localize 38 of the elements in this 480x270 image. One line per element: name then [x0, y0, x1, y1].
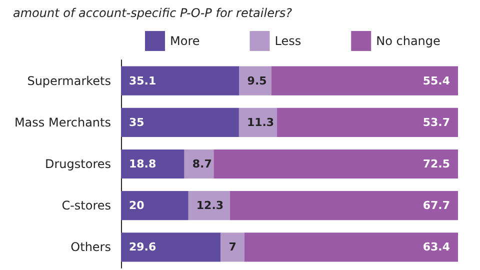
data-label: 7 — [228, 240, 236, 254]
y-tick-label: Mass Merchants — [14, 115, 111, 130]
data-label: 20 — [129, 199, 145, 212]
bar — [239, 66, 272, 96]
data-label: 18.8 — [129, 158, 156, 170]
bar — [271, 66, 458, 96]
bar — [121, 232, 221, 262]
bar — [121, 149, 184, 179]
bar — [188, 191, 230, 220]
data-label: 12.3 — [196, 199, 224, 212]
y-tick-label: C-stores — [62, 198, 111, 213]
data-label: 55.4 — [422, 74, 450, 88]
bar — [220, 232, 244, 262]
bar — [214, 149, 458, 179]
data-label: 29.6 — [129, 240, 156, 254]
y-tick-label: Others — [70, 240, 111, 254]
bar — [121, 191, 188, 220]
y-tick-label: Supermarkets — [27, 74, 111, 88]
data-label: 63.4 — [422, 240, 450, 254]
bar — [238, 108, 278, 137]
data-label: 72.5 — [422, 158, 450, 170]
bar — [121, 108, 239, 137]
data-label: 9.5 — [247, 74, 267, 88]
bar — [277, 108, 458, 137]
data-label: 8.7 — [192, 158, 212, 170]
data-label: 35 — [129, 116, 144, 129]
chart-title: amount of account-specific P-O-P for retailers? — [13, 6, 293, 20]
bar — [230, 191, 458, 220]
data-label: 11.3 — [246, 116, 274, 129]
data-label: 67.7 — [422, 199, 450, 212]
y-tick-label: Drugstores — [45, 157, 111, 171]
legend-label: No change — [376, 34, 440, 48]
data-label: 53.7 — [422, 116, 450, 129]
legend-label: Less — [274, 34, 302, 48]
data-label: 35.1 — [129, 74, 156, 88]
legend-label: More — [170, 34, 200, 48]
bar — [244, 232, 458, 262]
bar — [121, 66, 240, 96]
